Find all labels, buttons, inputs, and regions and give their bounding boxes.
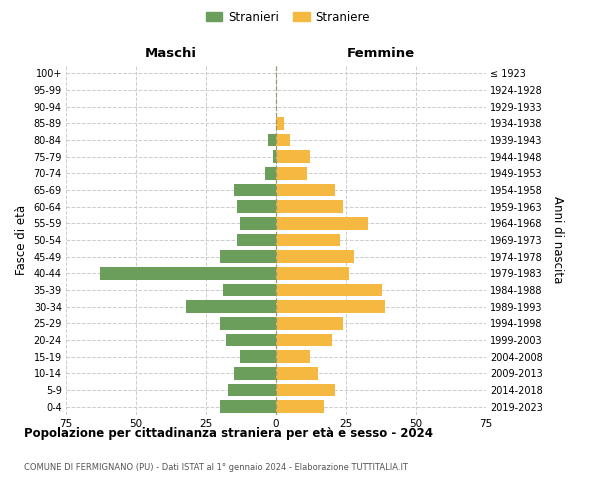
- Bar: [276, 267, 349, 280]
- Bar: [276, 284, 382, 296]
- Bar: [276, 117, 284, 130]
- Y-axis label: Fasce di età: Fasce di età: [15, 205, 28, 275]
- Bar: [276, 200, 343, 213]
- Bar: [265, 167, 276, 179]
- Bar: [276, 134, 290, 146]
- Bar: [276, 184, 335, 196]
- Text: Maschi: Maschi: [145, 47, 197, 60]
- Bar: [237, 200, 276, 213]
- Bar: [276, 317, 343, 330]
- Text: COMUNE DI FERMIGNANO (PU) - Dati ISTAT al 1° gennaio 2024 - Elaborazione TUTTITA: COMUNE DI FERMIGNANO (PU) - Dati ISTAT a…: [24, 462, 408, 471]
- Bar: [276, 367, 318, 380]
- Bar: [276, 167, 307, 179]
- Bar: [276, 334, 332, 346]
- Bar: [100, 267, 276, 280]
- Bar: [276, 300, 385, 313]
- Text: Popolazione per cittadinanza straniera per età e sesso - 2024: Popolazione per cittadinanza straniera p…: [24, 428, 433, 440]
- Bar: [220, 317, 276, 330]
- Bar: [234, 184, 276, 196]
- Bar: [187, 300, 276, 313]
- Bar: [223, 284, 276, 296]
- Bar: [273, 150, 276, 163]
- Y-axis label: Anni di nascita: Anni di nascita: [551, 196, 565, 284]
- Text: Femmine: Femmine: [347, 47, 415, 60]
- Bar: [276, 400, 323, 413]
- Bar: [234, 367, 276, 380]
- Bar: [229, 384, 276, 396]
- Bar: [276, 350, 310, 363]
- Bar: [276, 384, 335, 396]
- Bar: [276, 150, 310, 163]
- Bar: [226, 334, 276, 346]
- Bar: [237, 234, 276, 246]
- Bar: [276, 250, 355, 263]
- Bar: [268, 134, 276, 146]
- Bar: [239, 217, 276, 230]
- Bar: [220, 250, 276, 263]
- Bar: [220, 400, 276, 413]
- Legend: Stranieri, Straniere: Stranieri, Straniere: [201, 6, 375, 28]
- Bar: [276, 217, 368, 230]
- Bar: [239, 350, 276, 363]
- Bar: [276, 234, 340, 246]
